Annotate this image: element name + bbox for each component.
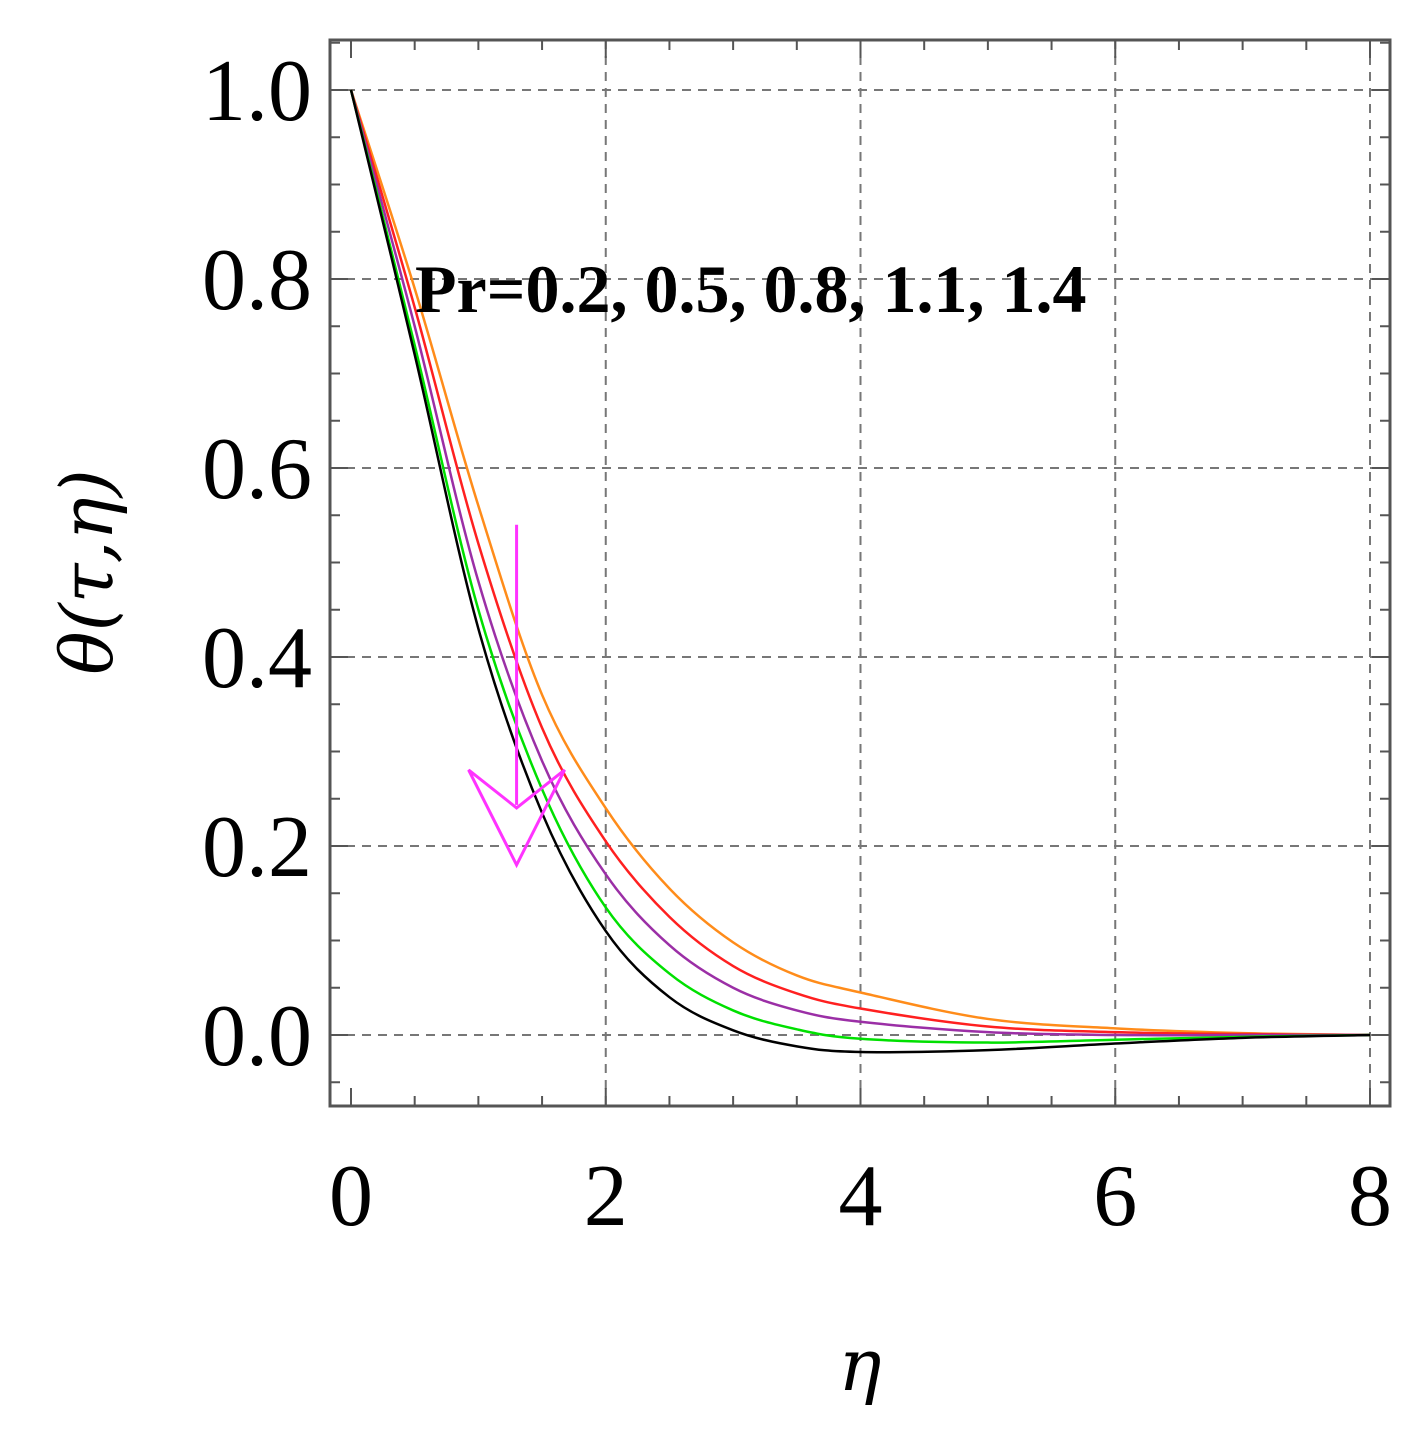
series-line-0 <box>349 89 1371 1037</box>
series-line-3 <box>349 89 1371 1044</box>
y-tick-label-3: 0.6 <box>202 421 312 518</box>
tick-labels: 0 2 4 6 8 0.0 0.2 0.4 0.6 0.8 1.0 <box>202 43 1392 1245</box>
ticks <box>330 40 1390 1106</box>
x-tick-label-1: 2 <box>584 1148 628 1245</box>
x-tick-label-0: 0 <box>329 1148 373 1245</box>
x-tick-label-4: 8 <box>1348 1148 1392 1245</box>
y-tick-label-5: 1.0 <box>202 43 312 140</box>
annotation: Pr=0.2, 0.5, 0.8, 1.1, 1.4 <box>415 251 1086 327</box>
y-tick-label-4: 0.8 <box>202 232 312 329</box>
y-tick-label-0: 0.0 <box>202 988 312 1085</box>
series-layer <box>349 89 1371 1054</box>
x-tick-label-3: 6 <box>1093 1148 1137 1245</box>
series-line-1 <box>349 89 1371 1037</box>
y-axis-title: θ(τ,η) <box>45 469 129 674</box>
arrow-head <box>467 768 566 869</box>
series-line-2 <box>349 89 1370 1037</box>
y-tick-label-2: 0.4 <box>202 610 312 707</box>
x-axis-title: η <box>838 1323 881 1407</box>
x-tick-label-2: 4 <box>839 1148 883 1245</box>
series-line-4 <box>349 89 1371 1054</box>
grid <box>330 40 1390 1106</box>
y-tick-label-1: 0.2 <box>202 799 312 896</box>
arrow-layer <box>467 524 566 869</box>
